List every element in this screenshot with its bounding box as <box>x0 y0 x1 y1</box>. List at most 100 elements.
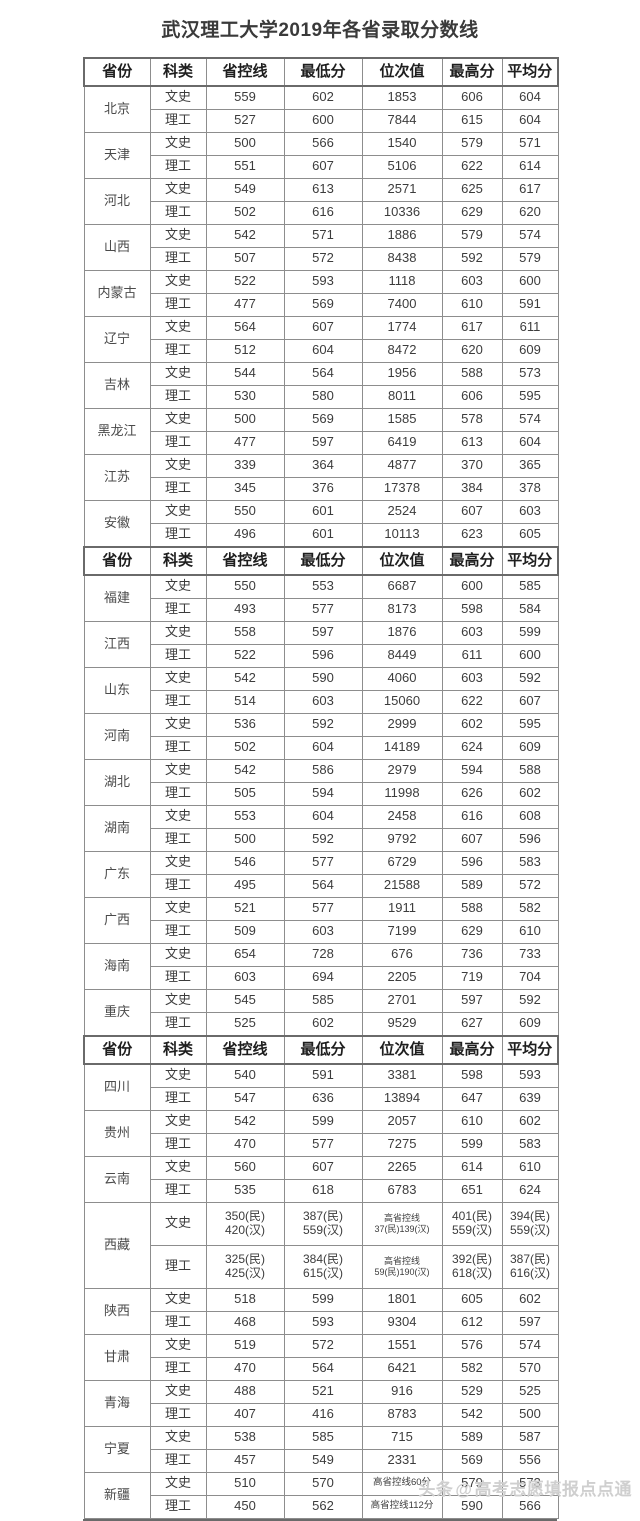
average-score: 573 <box>501 1471 559 1496</box>
table-row: 云南 文史 560 607 2265 614 610 <box>83 1155 559 1203</box>
max-score: 627 <box>441 1011 503 1037</box>
cell-line: 425(汉) <box>224 1265 265 1280</box>
max-score: 610 <box>441 292 503 317</box>
column-header: 最低分 <box>283 545 363 576</box>
table-row: 河北 文史 549 613 2571 625 617 <box>83 177 559 225</box>
subject-type: 理工 <box>149 384 207 409</box>
max-score: 602 <box>441 712 503 737</box>
min-score: 562 <box>283 1494 363 1519</box>
column-header: 省控线 <box>205 56 285 87</box>
table-body: 省份 科类 省控线 最低分 位次值 最高分 平均分 北京 文史 559 602 1853 606 604 理… <box>83 56 559 1519</box>
rank-value: 15060 <box>361 689 443 714</box>
province-control-line: 350(民) 420(汉) <box>205 1201 285 1246</box>
min-score: 572 <box>283 246 363 271</box>
table-row: 山西 文史 542 571 1886 579 574 <box>83 223 559 271</box>
max-score: 542 <box>441 1402 503 1427</box>
rank-value: 13894 <box>361 1086 443 1111</box>
table-row: 陕西 文史 518 599 1801 605 602 <box>83 1287 559 1335</box>
average-score: 607 <box>501 689 559 714</box>
subject-type: 理工 <box>149 338 207 363</box>
max-score: 589 <box>441 1425 503 1450</box>
rank-value: 5106 <box>361 154 443 179</box>
province-control-line: 325(民) 425(汉) <box>205 1244 285 1289</box>
subject-type: 文史 <box>149 1287 207 1312</box>
min-score: 618 <box>283 1178 363 1203</box>
cell-line: 37(民)139(汉) <box>374 1223 430 1234</box>
column-header: 省份 <box>83 1034 151 1065</box>
column-header: 最低分 <box>283 56 363 87</box>
rank-value: 1801 <box>361 1287 443 1312</box>
min-score: 416 <box>283 1402 363 1427</box>
average-score: 609 <box>501 735 559 760</box>
subject-type: 文史 <box>149 1333 207 1358</box>
table-row: 理工 507 572 8438 592 579 <box>84 246 559 271</box>
province-name: 云南 <box>83 1155 151 1203</box>
max-score: 588 <box>441 361 503 386</box>
max-score: 607 <box>441 499 503 524</box>
min-score: 566 <box>283 131 363 156</box>
admission-score-table: 省份 科类 省控线 最低分 位次值 最高分 平均分 北京 文史 559 602 1853 606 604 理… <box>83 56 559 1519</box>
subject-type: 文史 <box>149 574 207 599</box>
subject-type: 理工 <box>149 1086 207 1111</box>
cell-line: 394(民) <box>509 1209 550 1223</box>
rank-value: 2701 <box>361 988 443 1013</box>
average-score: 624 <box>501 1178 559 1203</box>
rank-value: 6729 <box>361 850 443 875</box>
min-score: 607 <box>283 154 363 179</box>
province-control-line: 519 <box>205 1333 285 1358</box>
province-control-line: 535 <box>205 1178 285 1203</box>
table-row: 辽宁 文史 564 607 1774 617 611 <box>83 315 559 363</box>
rank-value: 8011 <box>361 384 443 409</box>
min-score: 572 <box>283 1333 363 1358</box>
province-control-line: 450 <box>205 1494 285 1519</box>
max-score: 647 <box>441 1086 503 1111</box>
province-control-line: 518 <box>205 1287 285 1312</box>
min-score: 521 <box>283 1379 363 1404</box>
rank-value: 2205 <box>361 965 443 990</box>
rank-value: 1853 <box>361 85 443 110</box>
table-row: 理工 450 562 高省控线112分 590 566 <box>84 1494 559 1519</box>
max-score: 588 <box>441 896 503 921</box>
subject-type: 文史 <box>149 1201 207 1246</box>
min-score: 564 <box>283 1356 363 1381</box>
table-row: 理工 457 549 2331 569 556 <box>84 1448 559 1473</box>
max-score: 736 <box>441 942 503 967</box>
province-control-line: 530 <box>205 384 285 409</box>
rank-value: 676 <box>361 942 443 967</box>
max-score: 579 <box>441 1471 503 1496</box>
column-header: 最高分 <box>441 545 503 576</box>
min-score: 364 <box>283 453 363 478</box>
max-score: 719 <box>441 965 503 990</box>
average-score: 602 <box>501 781 559 806</box>
province-control-line: 540 <box>205 1063 285 1088</box>
subject-type: 理工 <box>149 597 207 622</box>
table-header-row: 省份 科类 省控线 最低分 位次值 最高分 平均分 <box>83 1034 559 1065</box>
province-name: 四川 <box>83 1063 151 1111</box>
rank-value: 2331 <box>361 1448 443 1473</box>
province-control-line: 502 <box>205 735 285 760</box>
max-score: 579 <box>441 131 503 156</box>
province-control-line: 477 <box>205 430 285 455</box>
table-row: 理工 495 564 21588 589 572 <box>84 873 559 898</box>
column-header: 最高分 <box>441 1034 503 1065</box>
subject-type: 文史 <box>149 85 207 110</box>
rank-value: 17378 <box>361 476 443 501</box>
min-score: 597 <box>283 430 363 455</box>
min-score: 596 <box>283 643 363 668</box>
rank-value: 9792 <box>361 827 443 852</box>
min-score: 580 <box>283 384 363 409</box>
table-row: 理工 468 593 9304 612 597 <box>84 1310 559 1335</box>
cell-line: 350(民) <box>224 1209 265 1223</box>
rank-value: 2979 <box>361 758 443 783</box>
cell-line: 618(汉) <box>451 1265 492 1280</box>
province-name: 辽宁 <box>83 315 151 363</box>
cell-line: 559(汉) <box>509 1222 550 1237</box>
subject-type: 文史 <box>149 407 207 432</box>
table-row: 黑龙江 文史 500 569 1585 578 574 <box>83 407 559 455</box>
max-score: 629 <box>441 200 503 225</box>
average-score: 592 <box>501 988 559 1013</box>
subject-type: 文史 <box>149 1425 207 1450</box>
province-control-line: 549 <box>205 177 285 202</box>
column-header: 科类 <box>149 56 207 87</box>
subject-type: 理工 <box>149 246 207 271</box>
